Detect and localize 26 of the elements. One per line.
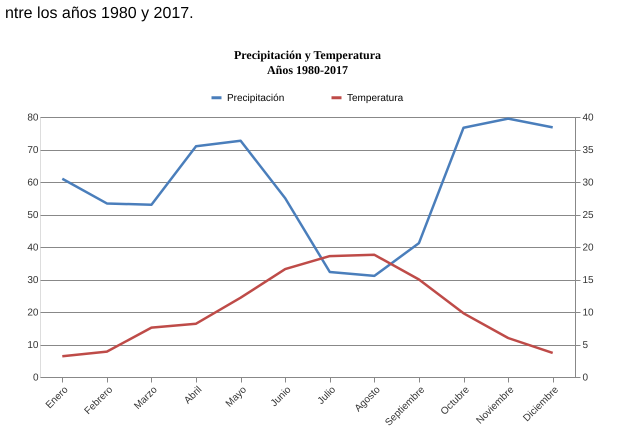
y2-tick-label: 10 bbox=[582, 308, 594, 318]
y-tick-label: 70 bbox=[27, 145, 39, 156]
chart-title: Precipitación y Temperatura bbox=[234, 48, 382, 62]
y2-tick-label: 5 bbox=[582, 340, 588, 351]
y-tick-label: 10 bbox=[27, 340, 39, 351]
y2-tick-label: 35 bbox=[582, 145, 594, 156]
y2-tick-label: 30 bbox=[582, 178, 594, 188]
y-tick-label: 20 bbox=[27, 308, 39, 318]
y2-tick-label: 15 bbox=[582, 275, 594, 286]
legend-label: Temperatura bbox=[347, 92, 404, 104]
text: ntre los años 1980 y 2017. bbox=[5, 5, 194, 22]
y-tick-label: 30 bbox=[27, 275, 39, 286]
y-tick-label: 50 bbox=[27, 210, 39, 221]
y-tick-label: 80 bbox=[27, 112, 39, 124]
y2-tick-label: 20 bbox=[582, 242, 594, 254]
y-tick-label: 0 bbox=[32, 372, 39, 384]
x-tick-label: Julio bbox=[316, 384, 338, 407]
y2-tick-label: 40 bbox=[582, 112, 594, 124]
line-series bbox=[61, 117, 554, 278]
y2-tick-label: 25 bbox=[582, 210, 594, 221]
legend-label: Precipitación bbox=[227, 92, 284, 104]
chart-subtitle: Años 1980-2017 bbox=[266, 63, 348, 77]
y2-tick-label: 0 bbox=[582, 372, 588, 384]
y-tick-label: 60 bbox=[27, 178, 39, 188]
line-series bbox=[61, 254, 554, 358]
y-tick-label: 40 bbox=[27, 242, 39, 254]
